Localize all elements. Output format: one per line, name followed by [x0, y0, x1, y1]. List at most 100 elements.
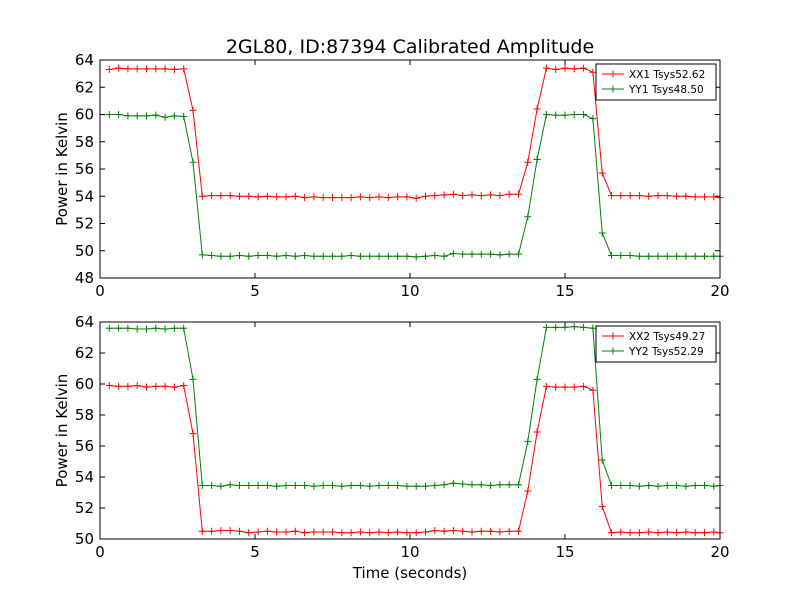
data-point — [301, 529, 309, 537]
data-point — [384, 482, 392, 490]
y-tick-label: 58 — [75, 406, 94, 424]
data-point — [626, 252, 634, 260]
data-point — [208, 192, 216, 200]
data-point — [217, 482, 225, 490]
data-point — [533, 375, 541, 383]
data-point — [533, 105, 541, 113]
data-point — [338, 529, 346, 537]
data-point — [245, 482, 253, 490]
data-point — [180, 65, 188, 73]
data-point — [263, 192, 271, 200]
data-point — [617, 528, 625, 536]
data-point — [431, 252, 439, 260]
data-point — [691, 252, 699, 260]
legend-label: YY2 Tsys52.29 — [628, 346, 704, 358]
data-point — [254, 482, 262, 490]
data-point — [635, 192, 643, 200]
data-point — [440, 481, 448, 489]
data-point — [124, 324, 132, 332]
data-point — [673, 482, 681, 490]
data-point — [673, 529, 681, 537]
data-point — [422, 482, 429, 490]
chart-title: 2GL80, ID:87394 Calibrated Amplitude — [226, 36, 594, 58]
data-point — [645, 482, 653, 490]
data-point — [422, 528, 429, 536]
data-point — [161, 382, 169, 390]
data-point — [710, 482, 718, 490]
data-point — [412, 482, 420, 490]
data-point — [189, 430, 197, 438]
data-point — [552, 66, 560, 74]
data-point — [375, 528, 383, 536]
data-point — [254, 528, 262, 536]
data-point — [598, 229, 606, 237]
data-point — [115, 111, 123, 118]
data-point — [691, 193, 699, 201]
legend: XX1 Tsys52.62 YY1 Tsys48.50 — [595, 63, 717, 101]
data-point — [133, 65, 141, 73]
data-point — [505, 481, 513, 489]
data-point — [505, 250, 513, 258]
data-point — [375, 252, 383, 260]
data-point — [477, 192, 485, 200]
y-tick-label: 62 — [75, 78, 94, 96]
data-point — [663, 252, 671, 260]
legend-marker — [609, 347, 617, 355]
data-point — [412, 529, 420, 537]
data-point — [682, 192, 690, 200]
data-point — [673, 252, 681, 260]
data-point — [105, 324, 113, 332]
data-point — [329, 482, 336, 490]
data-point — [701, 193, 708, 201]
data-point — [394, 252, 402, 260]
y-tick-label: 64 — [75, 313, 94, 331]
data-point — [626, 192, 634, 200]
data-point — [245, 252, 253, 260]
data-point — [236, 252, 243, 260]
data-point — [366, 529, 374, 537]
data-point — [524, 437, 532, 445]
data-point — [431, 526, 439, 534]
data-point — [626, 529, 634, 537]
data-point — [487, 527, 495, 535]
data-point — [208, 527, 216, 535]
data-point — [645, 528, 653, 536]
data-point — [570, 111, 578, 118]
data-point — [542, 382, 550, 390]
data-point — [329, 528, 336, 536]
data-point — [226, 252, 234, 260]
data-point — [487, 482, 495, 490]
legend-box — [595, 63, 717, 101]
data-point — [552, 323, 560, 331]
data-point — [524, 213, 532, 221]
data-point — [710, 193, 718, 201]
data-point — [673, 192, 681, 200]
data-point — [208, 252, 216, 260]
data-point — [570, 323, 578, 331]
data-point — [180, 113, 188, 121]
data-point — [598, 502, 606, 510]
data-point — [366, 252, 374, 260]
data-point — [105, 111, 113, 118]
data-point — [589, 115, 597, 123]
data-point — [310, 528, 318, 536]
data-point — [263, 527, 271, 535]
data-point — [384, 194, 392, 202]
data-point — [710, 252, 718, 260]
y-axis-label: Power in Kelvin — [53, 374, 71, 488]
data-point — [347, 194, 355, 202]
data-point — [515, 527, 522, 535]
data-point — [524, 158, 532, 166]
data-point — [608, 252, 615, 260]
data-point — [505, 527, 513, 535]
data-point — [459, 527, 467, 535]
data-point — [282, 193, 290, 201]
legend-label: YY1 Tsys48.50 — [628, 84, 704, 96]
data-point — [505, 190, 513, 198]
data-point — [570, 65, 578, 73]
data-point — [459, 250, 467, 258]
data-point — [245, 192, 253, 200]
data-point — [412, 194, 420, 202]
data-point — [533, 155, 541, 163]
